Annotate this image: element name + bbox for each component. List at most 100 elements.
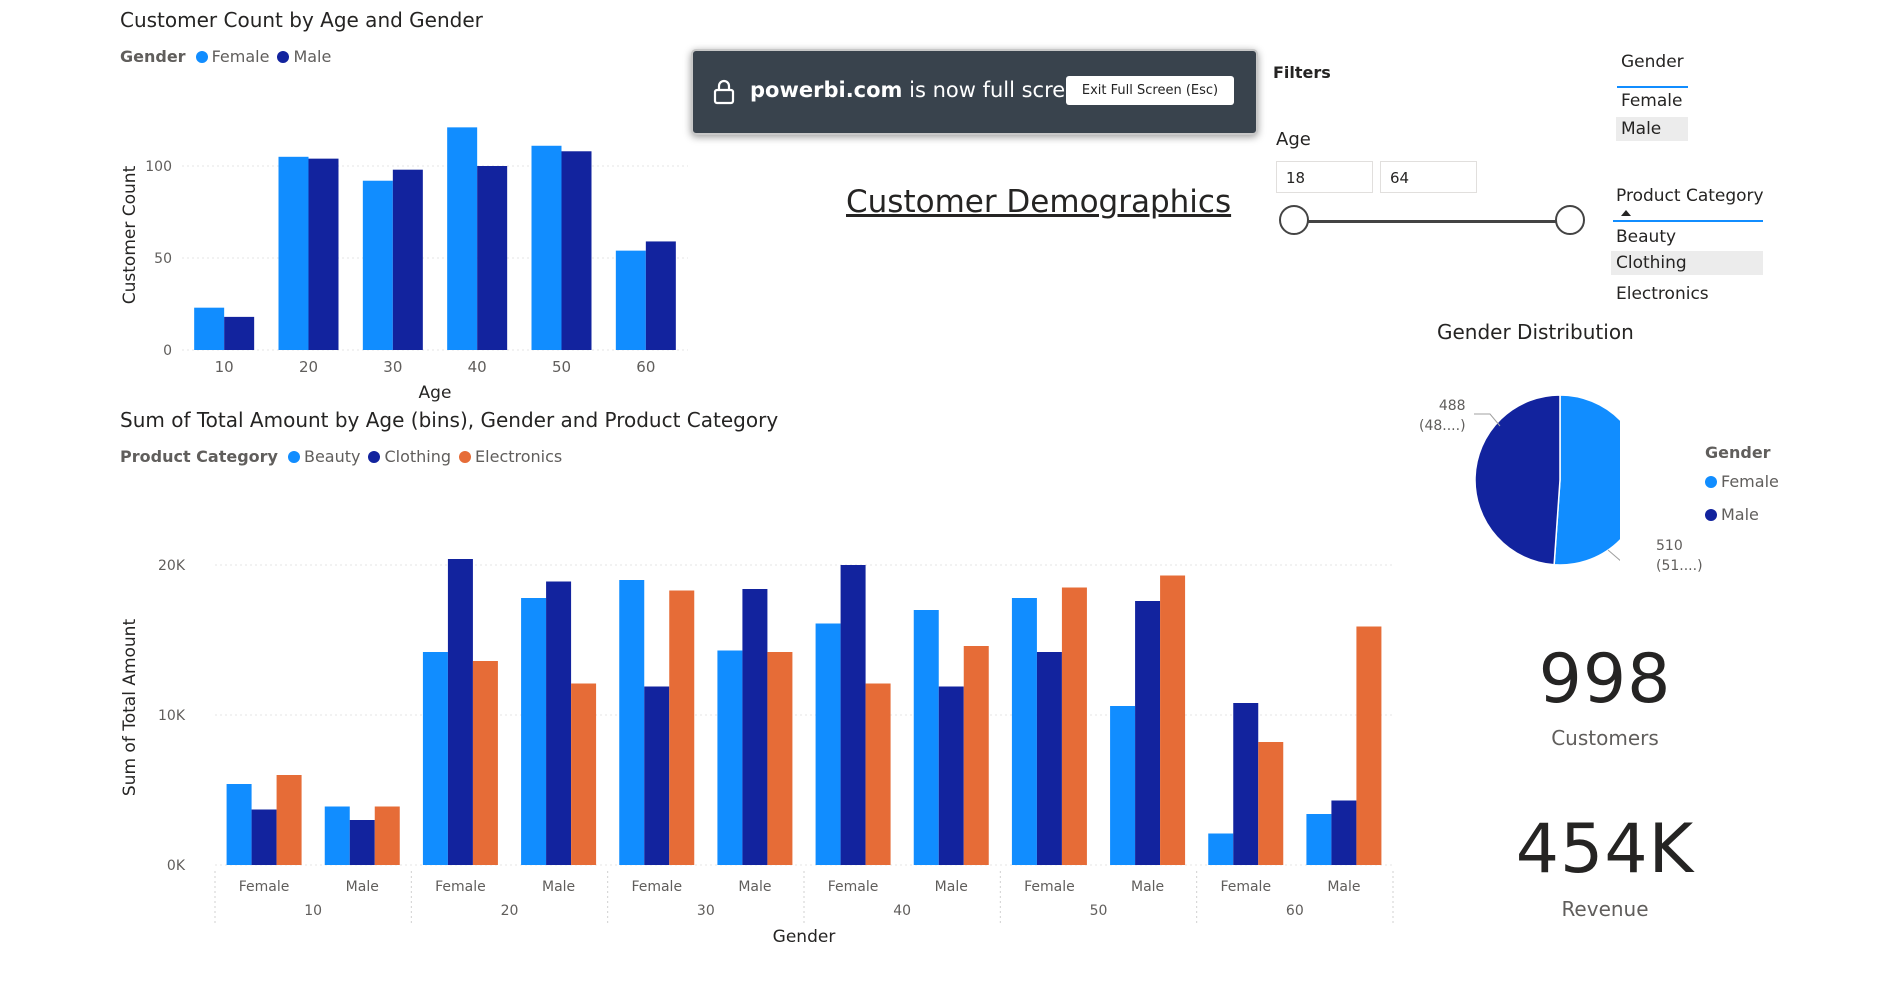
total-amount-chart[interactable]: 0K 10K 20K Female Male 10 Female Male 20 Female Ma… <box>110 540 1410 960</box>
chart1-bar-female[interactable] <box>278 156 309 350</box>
pie-legend-female[interactable]: Female <box>1705 472 1779 491</box>
chart2-bar-clothing[interactable] <box>349 820 375 865</box>
chart2-bar-clothing[interactable] <box>1233 703 1259 865</box>
chart2-bar-beauty[interactable] <box>1011 598 1037 865</box>
chart2-bar-beauty[interactable] <box>717 650 743 866</box>
chart2-bar-beauty[interactable] <box>815 623 841 866</box>
chart1-legend-female[interactable]: Female <box>195 47 269 66</box>
gender-option-male[interactable]: Male <box>1616 117 1688 141</box>
chart2-legend-beauty[interactable]: Beauty <box>287 447 360 466</box>
chart2-legend-electronics[interactable]: Electronics <box>459 447 562 466</box>
chart1-bar-female[interactable] <box>615 250 646 350</box>
chart1-y-tick-label: 100 <box>145 159 172 175</box>
chart2-gender-tick-label: Male <box>346 879 379 895</box>
chart2-age-tick-label: 40 <box>893 903 911 919</box>
chart2-bar-clothing[interactable] <box>447 559 473 865</box>
fullscreen-message: powerbi.com is now full screen <box>750 78 1091 102</box>
exit-fullscreen-button[interactable]: Exit Full Screen (Esc) <box>1066 76 1234 105</box>
chart1-bar-male[interactable] <box>224 316 255 350</box>
chart2-bar-beauty[interactable] <box>422 652 448 865</box>
sort-up-icon[interactable] <box>1621 210 1631 216</box>
revenue-kpi-label: Revenue <box>1561 897 1649 921</box>
chart2-bar-clothing[interactable] <box>1135 601 1161 865</box>
chart1-bar-male[interactable] <box>477 166 508 350</box>
chart2-bar-electronics[interactable] <box>571 683 597 866</box>
chart2-age-tick-label: 10 <box>304 903 322 919</box>
gender-distribution-chart[interactable] <box>1400 380 1620 590</box>
female-legend-dot <box>195 50 208 63</box>
chart2-bar-clothing[interactable] <box>644 686 670 866</box>
chart2-bar-electronics[interactable] <box>669 590 695 866</box>
gender-option-female[interactable]: Female <box>1621 91 1683 111</box>
pie-slice-female[interactable] <box>1553 394 1620 566</box>
chart2-bar-electronics[interactable] <box>1258 742 1284 865</box>
chart2-bar-beauty[interactable] <box>521 598 547 865</box>
chart2-bar-clothing[interactable] <box>251 809 277 866</box>
chart1-bar-female[interactable] <box>447 127 478 350</box>
chart1-x-axis-title: Age <box>419 383 452 403</box>
chart2-gender-tick-label: Female <box>1024 879 1075 895</box>
chart2-bar-electronics[interactable] <box>963 646 989 865</box>
chart1-bar-female[interactable] <box>194 307 225 350</box>
chart2-bar-beauty[interactable] <box>619 580 645 865</box>
age-slider-min-handle[interactable] <box>1279 205 1309 235</box>
chart2-y-axis-title: Sum of Total Amount <box>120 619 140 797</box>
fullscreen-domain: powerbi.com <box>750 78 903 102</box>
clothing-legend-dot <box>368 450 381 463</box>
customer-count-chart[interactable]: 0 50 100 10 20 30 40 50 60 Age Customer Count <box>110 110 710 410</box>
electronics-legend-dot <box>459 450 472 463</box>
category-option-beauty[interactable]: Beauty <box>1616 227 1677 247</box>
chart1-x-tick-label: 20 <box>299 358 318 376</box>
chart1-bar-male[interactable] <box>645 241 676 350</box>
chart2-gender-tick-label: Male <box>542 879 575 895</box>
chart2-bar-clothing[interactable] <box>742 589 768 865</box>
chart2-bar-electronics[interactable] <box>767 652 793 865</box>
chart2-legend-title: Product Category <box>120 447 278 466</box>
chart1-bar-male[interactable] <box>392 169 423 350</box>
age-min-input[interactable]: 18 <box>1276 161 1373 193</box>
chart2-bar-electronics[interactable] <box>1160 575 1186 866</box>
chart2-age-tick-label: 30 <box>697 903 715 919</box>
chart2-bar-electronics[interactable] <box>1356 626 1382 866</box>
chart2-y-tick-label: 0K <box>167 858 186 874</box>
chart2-bar-beauty[interactable] <box>1110 706 1136 865</box>
chart2-bar-clothing[interactable] <box>938 686 964 866</box>
chart2-legend-clothing[interactable]: Clothing <box>368 447 451 466</box>
chart2-bar-electronics[interactable] <box>472 661 498 865</box>
chart1-x-tick-label: 30 <box>383 358 402 376</box>
chart2-bar-beauty[interactable] <box>324 806 350 866</box>
lock-icon <box>713 79 735 105</box>
chart2-bar-clothing[interactable] <box>546 581 572 866</box>
chart1-legend-male[interactable]: Male <box>277 47 331 66</box>
pie-legend-male[interactable]: Male <box>1705 505 1759 524</box>
age-slider-max-handle[interactable] <box>1555 205 1585 235</box>
chart2-bar-clothing[interactable] <box>1331 800 1357 866</box>
page-title: Customer Demographics <box>846 184 1232 220</box>
chart1-bar-female[interactable] <box>362 180 393 350</box>
chart2-bar-clothing[interactable] <box>1036 652 1062 865</box>
pie-slice-male[interactable] <box>1474 394 1561 566</box>
chart2-bar-beauty[interactable] <box>913 610 939 865</box>
chart1-x-tick-label: 60 <box>636 358 655 376</box>
chart2-bar-clothing[interactable] <box>840 565 866 865</box>
category-option-electronics[interactable]: Electronics <box>1616 284 1709 304</box>
category-option-clothing[interactable]: Clothing <box>1611 251 1763 275</box>
filters-label: Filters <box>1273 63 1331 82</box>
chart2-bar-beauty[interactable] <box>1208 833 1234 866</box>
chart2-bar-beauty[interactable] <box>1306 814 1332 865</box>
chart1-bar-male[interactable] <box>308 158 339 350</box>
chart2-bar-electronics[interactable] <box>276 775 302 865</box>
chart1-bar-male[interactable] <box>561 151 592 350</box>
chart2-bar-electronics[interactable] <box>865 683 891 866</box>
chart2-bar-electronics[interactable] <box>374 806 400 866</box>
chart1-bar-female[interactable] <box>531 145 562 350</box>
age-slicer-label: Age <box>1276 129 1311 150</box>
chart2-bar-beauty[interactable] <box>226 784 252 865</box>
chart1-y-tick-label: 0 <box>163 343 172 359</box>
chart1-y-tick-label: 50 <box>154 251 172 267</box>
male-legend-dot <box>277 50 290 63</box>
age-slider-track[interactable] <box>1296 220 1570 223</box>
chart1-legend: Gender Female Male <box>120 47 339 66</box>
age-max-input[interactable]: 64 <box>1380 161 1477 193</box>
chart2-bar-electronics[interactable] <box>1061 587 1087 866</box>
